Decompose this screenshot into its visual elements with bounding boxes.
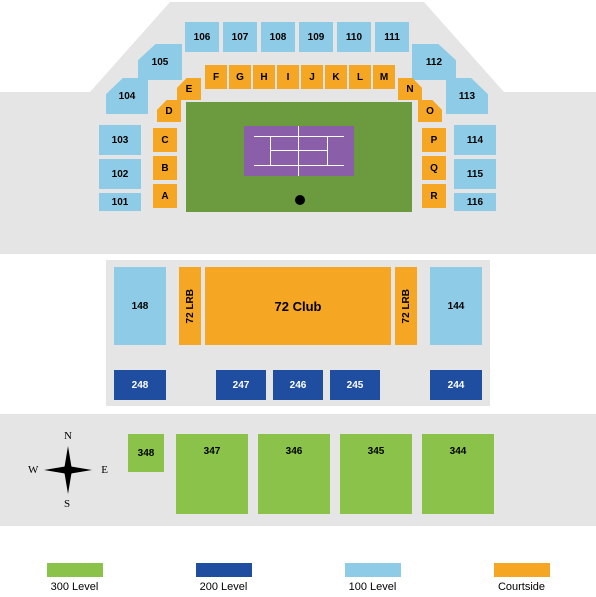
sec-248[interactable]: 248: [114, 370, 166, 400]
legend: 300 Level 200 Level 100 Level Courtside: [0, 563, 596, 593]
court-line-ctr: [270, 150, 327, 151]
compass-w: W: [28, 464, 38, 476]
compass-s: S: [64, 498, 70, 510]
ball-icon: [295, 195, 305, 205]
sec-J[interactable]: J: [301, 65, 323, 89]
sec-345[interactable]: 345: [340, 434, 412, 514]
sec-106[interactable]: 106: [185, 22, 219, 52]
lrb-right[interactable]: 72 LRB: [395, 267, 417, 345]
legend-300: 300 Level: [47, 563, 103, 593]
court-line-net: [298, 126, 299, 176]
sec-I[interactable]: I: [277, 65, 299, 89]
sec-102[interactable]: 102: [99, 159, 141, 189]
sec-115[interactable]: 115: [454, 159, 496, 189]
compass-rose-icon: [42, 444, 94, 496]
sec-245[interactable]: 245: [330, 370, 380, 400]
sec-R[interactable]: R: [422, 184, 446, 208]
sec-148[interactable]: 148: [114, 267, 166, 345]
sec-L[interactable]: L: [349, 65, 371, 89]
sec-344[interactable]: 344: [422, 434, 494, 514]
legend-200: 200 Level: [196, 563, 252, 593]
club-72[interactable]: 72 Club: [205, 267, 391, 345]
sec-Q[interactable]: Q: [422, 156, 446, 180]
court-line-top: [254, 136, 344, 137]
sec-103[interactable]: 103: [99, 125, 141, 155]
sec-P[interactable]: P: [422, 128, 446, 152]
sec-108[interactable]: 108: [261, 22, 295, 52]
sec-109[interactable]: 109: [299, 22, 333, 52]
seating-chart: 106 107 108 109 110 111 105 104 112 113 …: [0, 0, 596, 597]
sec-110[interactable]: 110: [337, 22, 371, 52]
sec-114[interactable]: 114: [454, 125, 496, 155]
sec-K[interactable]: K: [325, 65, 347, 89]
legend-courtside: Courtside: [494, 563, 550, 593]
sec-346[interactable]: 346: [258, 434, 330, 514]
sec-G[interactable]: G: [229, 65, 251, 89]
sec-347[interactable]: 347: [176, 434, 248, 514]
compass: N S W E: [28, 430, 108, 510]
legend-100: 100 Level: [345, 563, 401, 593]
compass-e: E: [101, 464, 108, 476]
sec-246[interactable]: 246: [273, 370, 323, 400]
court-line-bot: [254, 165, 344, 166]
sec-348[interactable]: 348: [128, 434, 164, 472]
court-line-svcR: [327, 136, 328, 166]
sec-B[interactable]: B: [153, 156, 177, 180]
court-line-svcL: [270, 136, 271, 166]
sec-A[interactable]: A: [153, 184, 177, 208]
sec-M[interactable]: M: [373, 65, 395, 89]
sec-H[interactable]: H: [253, 65, 275, 89]
compass-n: N: [64, 430, 72, 442]
sec-247[interactable]: 247: [216, 370, 266, 400]
sec-F[interactable]: F: [205, 65, 227, 89]
tennis-court: [244, 126, 354, 176]
sec-107[interactable]: 107: [223, 22, 257, 52]
sec-C[interactable]: C: [153, 128, 177, 152]
sec-244[interactable]: 244: [430, 370, 482, 400]
sec-144[interactable]: 144: [430, 267, 482, 345]
sec-111[interactable]: 111: [375, 22, 409, 52]
lrb-left[interactable]: 72 LRB: [179, 267, 201, 345]
sec-116[interactable]: 116: [454, 193, 496, 211]
sec-101[interactable]: 101: [99, 193, 141, 211]
